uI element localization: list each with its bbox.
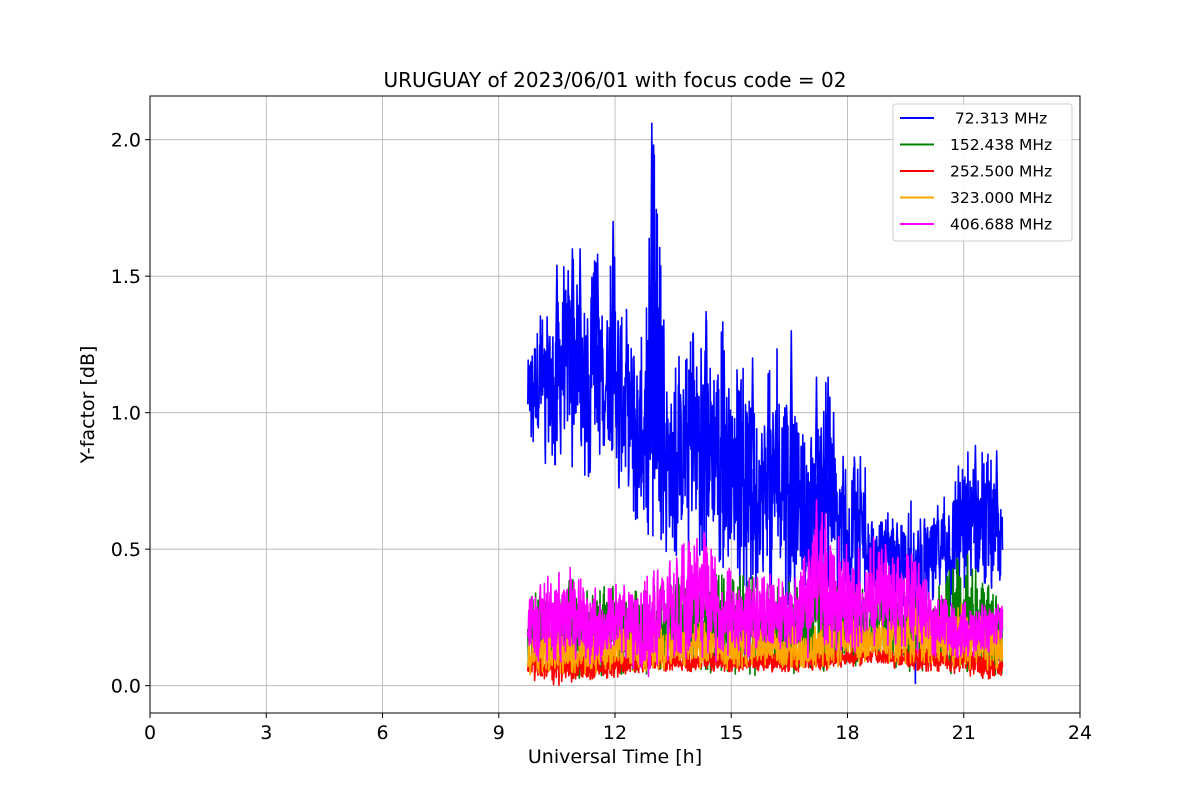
x-tick-label: 18 [835, 722, 859, 744]
y-axis-title: Y-factor [dB] [77, 346, 99, 465]
x-tick-label: 0 [144, 722, 156, 744]
x-tick-label: 9 [493, 722, 505, 744]
y-tick-label: 2.0 [111, 130, 141, 152]
y-tick-label: 0.5 [111, 539, 141, 561]
y-tick-label: 1.5 [111, 266, 141, 288]
x-axis-title: Universal Time [h] [528, 746, 702, 768]
legend-label: 72.313 MHz [950, 110, 1047, 128]
x-tick-label: 15 [719, 722, 743, 744]
y-tick-label: 0.0 [111, 676, 141, 698]
legend-label: 152.438 MHz [950, 136, 1052, 154]
x-tick-label: 3 [260, 722, 272, 744]
x-tick-label: 6 [376, 722, 388, 744]
x-tick-label: 21 [952, 722, 976, 744]
legend: 72.313 MHz 152.438 MHz 252.500 MHz 323.000 … [893, 104, 1072, 241]
legend-label: 406.688 MHz [950, 216, 1052, 234]
chart-title: URUGUAY of 2023/06/01 with focus code = … [384, 68, 847, 92]
y-tick-label: 1.0 [111, 403, 141, 425]
x-tick-label: 12 [603, 722, 627, 744]
legend-label: 323.000 MHz [950, 189, 1052, 207]
legend-label: 252.500 MHz [950, 163, 1052, 181]
x-tick-label: 24 [1068, 722, 1092, 744]
